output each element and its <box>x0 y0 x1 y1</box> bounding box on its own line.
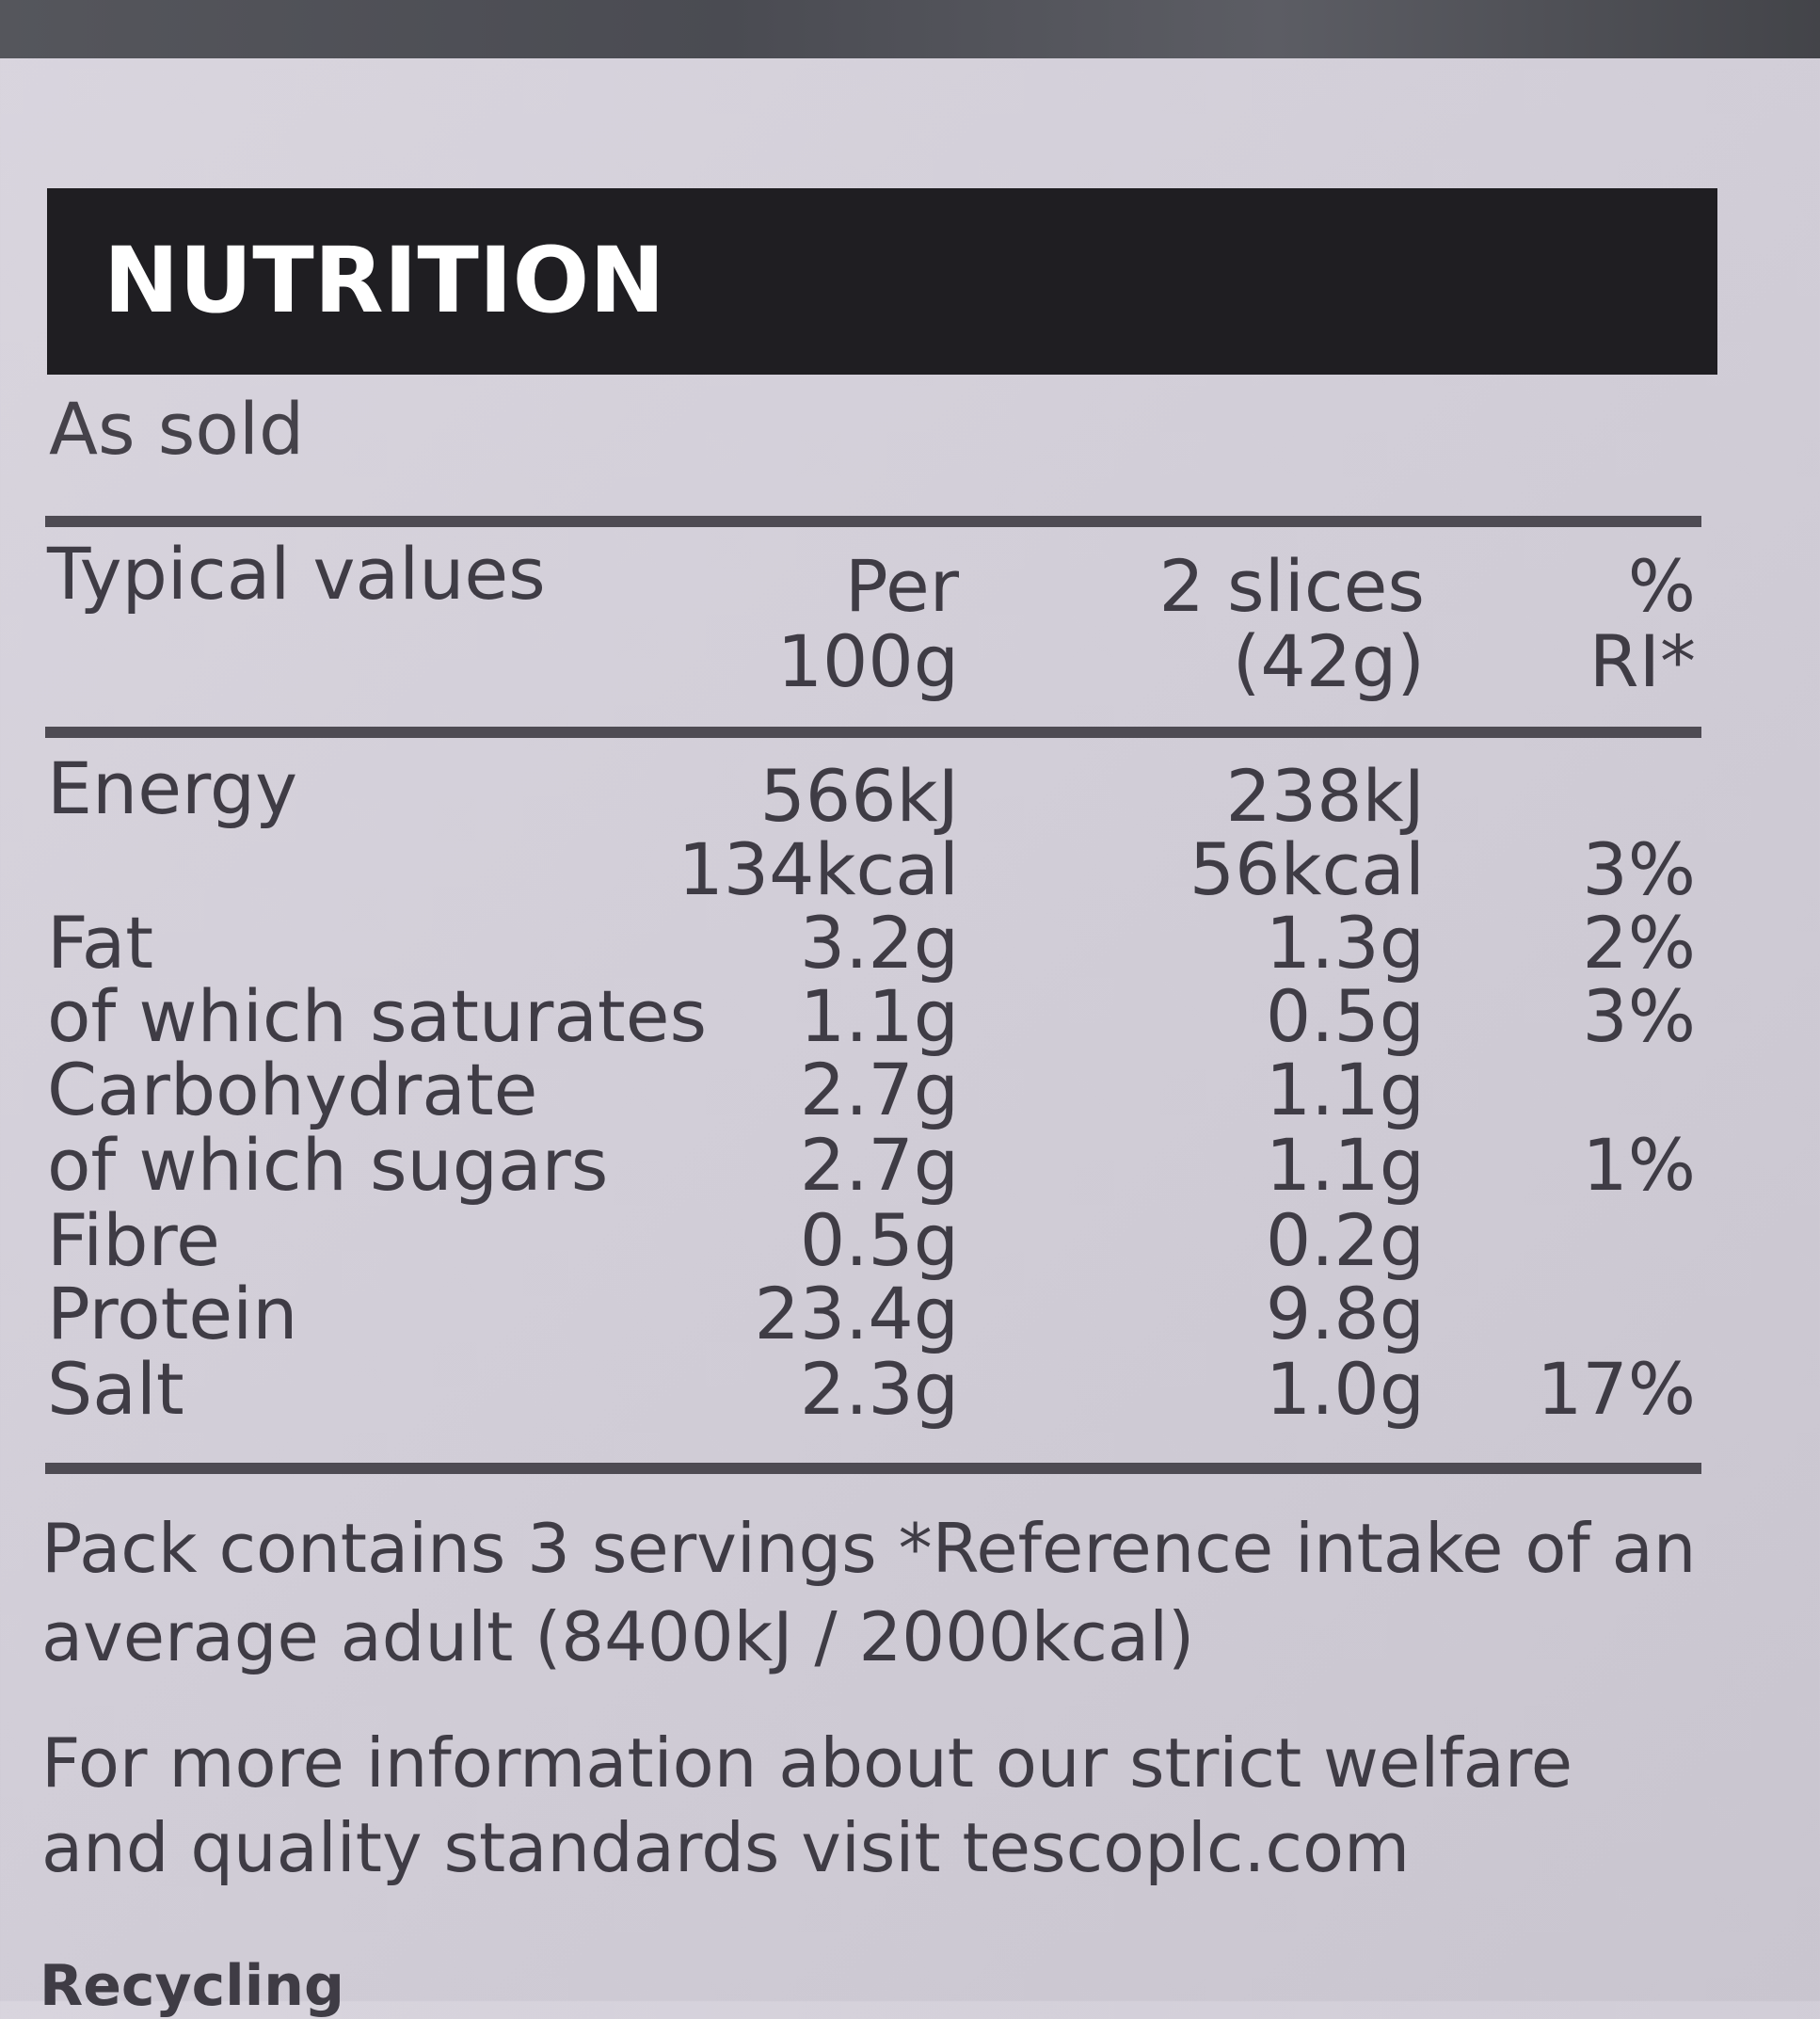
row-serving: 1.1g <box>1265 1048 1425 1131</box>
welfare-note: For more information about our strict we… <box>41 1723 1573 1803</box>
serving-header-line1: 2 slices <box>1158 544 1425 628</box>
nutrition-header-bar: NUTRITION <box>47 188 1717 375</box>
row-label: Fibre <box>47 1198 220 1282</box>
row-label: Salt <box>47 1347 184 1431</box>
row-label: of which sugars <box>47 1123 609 1207</box>
row-per100: 2.7g <box>799 1123 959 1207</box>
serving-header-line2: (42g) <box>1232 619 1425 703</box>
divider-header <box>45 727 1701 738</box>
row-ri: 2% <box>1582 901 1696 985</box>
row-label: Energy <box>47 746 298 830</box>
row-serving: 1.1g <box>1265 1123 1425 1207</box>
typical-values-header: Typical values <box>47 532 546 616</box>
ri-header-line1: % <box>1627 544 1696 628</box>
row-serving: 0.5g <box>1265 974 1425 1058</box>
row-serving: 9.8g <box>1265 1272 1425 1355</box>
as-sold-label: As sold <box>49 387 305 471</box>
per-100g-header-line1: Per <box>844 544 959 628</box>
packaging-top-strip <box>0 0 1820 58</box>
row-serving: 0.2g <box>1265 1198 1425 1282</box>
recycling-heading: Recycling <box>40 1953 344 2019</box>
row-serving: 1.3g <box>1265 901 1425 985</box>
divider-top <box>45 516 1701 527</box>
row-label: Protein <box>47 1272 298 1355</box>
row-ri: 1% <box>1582 1123 1696 1207</box>
row-label: Carbohydrate <box>47 1048 538 1131</box>
row-ri: 17% <box>1537 1347 1696 1431</box>
row-per100: 2.7g <box>799 1048 959 1131</box>
nutrition-title: NUTRITION <box>104 228 665 333</box>
row-per100: 0.5g <box>799 1198 959 1282</box>
row-per100: 566kJ <box>759 754 960 838</box>
row-per100: 1.1g <box>799 974 959 1058</box>
row-ri: 3% <box>1582 974 1696 1058</box>
reference-intake-note: average adult (8400kJ / 2000kcal) <box>41 1597 1195 1676</box>
row-serving: 56kcal <box>1189 827 1425 911</box>
row-label: Fat <box>47 901 154 985</box>
per-100g-header-line2: 100g <box>776 619 959 703</box>
row-per100: 2.3g <box>799 1347 959 1431</box>
row-per100: 134kcal <box>678 827 959 911</box>
row-ri: 3% <box>1582 827 1696 911</box>
quality-standards-note: and quality standards visit tescoplc.com <box>41 1808 1411 1887</box>
ri-header-line2: RI* <box>1589 619 1696 703</box>
row-per100: 3.2g <box>799 901 959 985</box>
row-serving: 1.0g <box>1265 1347 1425 1431</box>
divider-bottom <box>45 1463 1701 1474</box>
row-serving: 238kJ <box>1225 754 1426 838</box>
servings-note: Pack contains 3 servings *Reference inta… <box>41 1509 1697 1588</box>
row-per100: 23.4g <box>754 1272 959 1355</box>
row-label: of which saturates <box>47 974 708 1058</box>
